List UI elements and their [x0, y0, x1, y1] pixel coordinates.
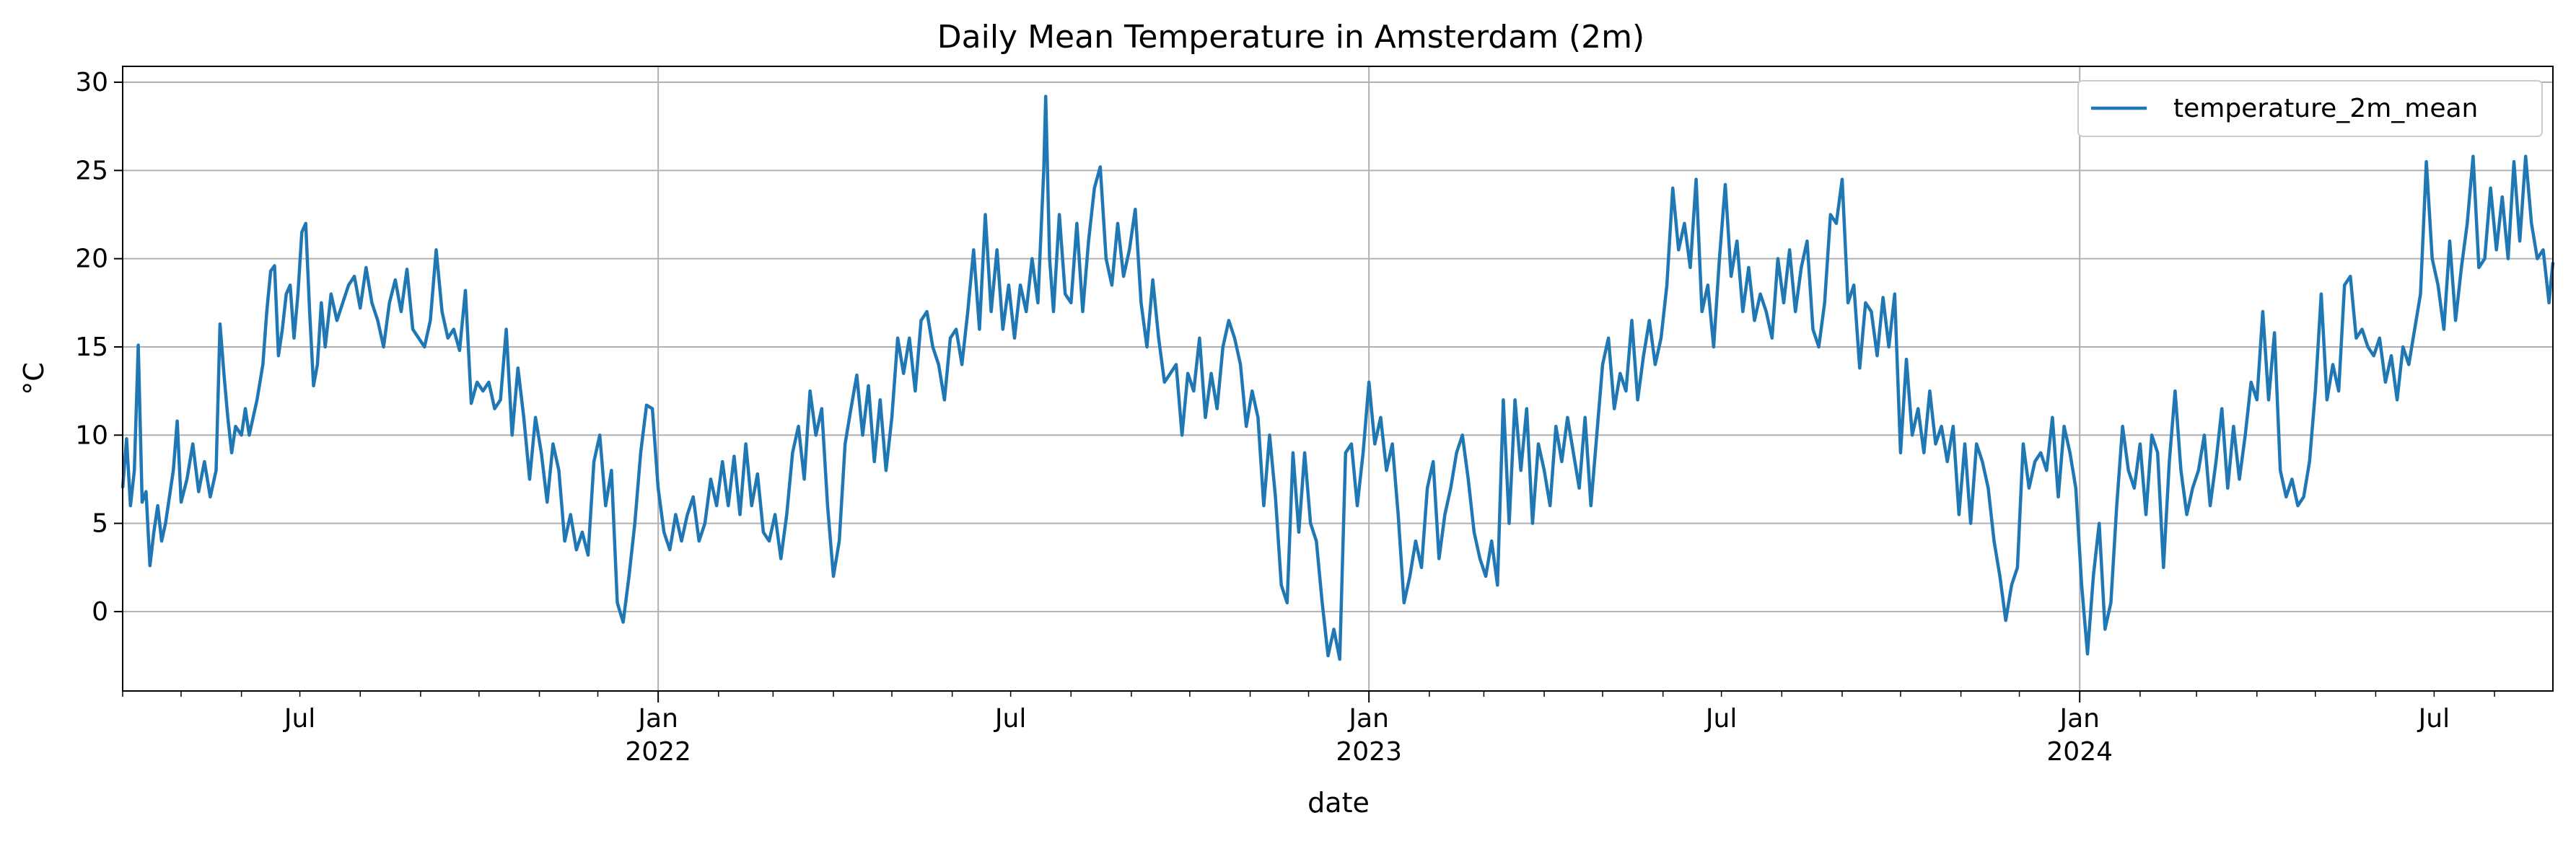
- y-tick-label: 10: [75, 420, 108, 450]
- x-tick-label: Jul: [1704, 704, 1737, 734]
- x-tick-label: Jul: [994, 704, 1026, 734]
- x-axis-label: date: [1307, 787, 1370, 819]
- x-tick-year-label: 2023: [1336, 737, 1402, 767]
- x-tick-label: Jan: [1347, 704, 1389, 734]
- y-tick-label: 20: [75, 245, 108, 274]
- x-tick-year-label: 2024: [2046, 737, 2113, 767]
- x-tick-year-label: 2022: [625, 737, 691, 767]
- chart-title: Daily Mean Temperature in Amsterdam (2m): [937, 19, 1644, 56]
- y-tick-label: 5: [92, 509, 108, 539]
- legend-box: [2077, 80, 2543, 137]
- y-tick-label: 25: [75, 156, 108, 185]
- plot-area: [121, 94, 2555, 661]
- series-line-temperature: [121, 94, 2555, 661]
- legend-label: temperature_2m_mean: [2173, 94, 2478, 123]
- x-tick-label: Jul: [2417, 704, 2450, 734]
- x-tick-label: Jul: [283, 704, 315, 734]
- x-tick-label: Jan: [2058, 704, 2100, 734]
- y-axis: 0 5 10 15 20 25 30: [75, 68, 123, 627]
- y-tick-label: 30: [75, 68, 108, 97]
- y-axis-label: °C: [18, 362, 50, 395]
- y-tick-label: 15: [75, 333, 108, 362]
- y-tick-label: 0: [92, 597, 108, 627]
- plot-frame: [122, 66, 2554, 692]
- x-tick-label: Jan: [636, 704, 678, 734]
- legend: temperature_2m_mean: [2077, 80, 2543, 137]
